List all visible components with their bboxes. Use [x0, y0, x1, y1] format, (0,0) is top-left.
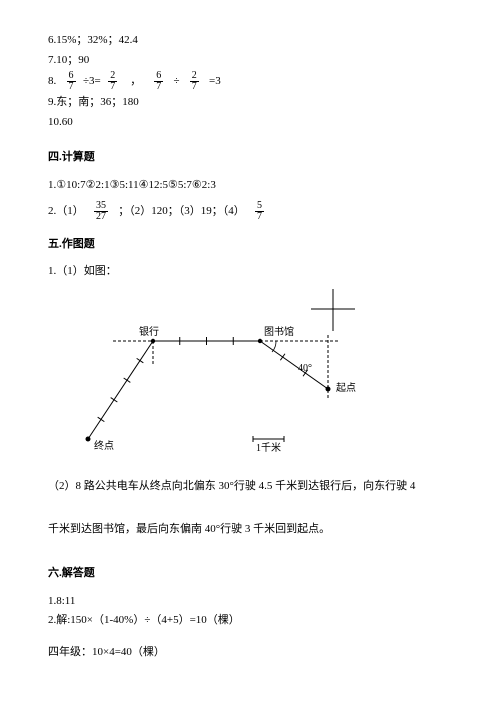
answer-7: 7.10；90 — [48, 52, 452, 70]
a8-prefix: 8. — [48, 75, 56, 87]
s5-q2: （2）8 路公共电车从终点向北偏东 30°行驶 4.5 千米到达银行后，向东行驶… — [48, 478, 452, 496]
svg-text:终点: 终点 — [94, 439, 114, 452]
frac-6-7b: 67 — [154, 71, 163, 92]
s6-q1: 1.8:11 — [48, 593, 452, 611]
answer-8: 8. 67 ÷3= 27 ， 67 ÷ 27 =3 — [48, 71, 452, 92]
svg-text:图书馆: 图书馆 — [264, 325, 294, 338]
s4-q2-p1: 2.（1） — [48, 205, 84, 217]
section-5-title: 五.作图题 — [48, 236, 452, 254]
a8-eq1: ÷3= — [83, 75, 101, 87]
frac-2-7b: 27 — [190, 71, 199, 92]
section-4-title: 四.计算题 — [48, 149, 452, 167]
answer-6: 6.15%；32%；42.4 — [48, 32, 452, 50]
route-diagram: 北银行图书馆起点终点40°1千米 — [68, 289, 388, 464]
frac-2-7a: 27 — [108, 71, 117, 92]
answer-10: 10.60 — [48, 114, 452, 132]
svg-text:银行: 银行 — [139, 325, 159, 338]
s4-q2: 2.（1） 3527 ；（2）120；（3）19；（4） 57 — [48, 201, 452, 222]
s5-q2b: 千米到达图书馆，最后向东偏南 40°行驶 3 千米回到起点。 — [48, 521, 452, 539]
answer-9: 9.东；南；36；180 — [48, 94, 452, 112]
frac-35-27: 3527 — [94, 201, 108, 222]
svg-text:起点: 起点 — [336, 382, 356, 394]
a8-div: ÷ — [174, 75, 180, 87]
section-6-title: 六.解答题 — [48, 565, 452, 583]
frac-6-7: 67 — [67, 71, 76, 92]
a8-eq2: =3 — [209, 75, 221, 87]
s5-q1: 1.（1）如图： — [48, 263, 452, 281]
s6-q2b: 四年级：10×4=40（棵） — [48, 644, 452, 662]
frac-5-7: 57 — [255, 201, 264, 222]
s4-q2-p2: ；（2）120；（3）19；（4） — [118, 205, 245, 217]
s6-q2: 2.解:150×（1-40%）÷（4+5）=10（棵） — [48, 612, 452, 630]
svg-text:40°: 40° — [298, 363, 312, 374]
svg-text:1千米: 1千米 — [256, 441, 281, 454]
a8-sep: ， — [130, 75, 141, 87]
s4-q1: 1.①10:7②2:1③5:11④12:5⑤5:7⑥2:3 — [48, 177, 452, 195]
